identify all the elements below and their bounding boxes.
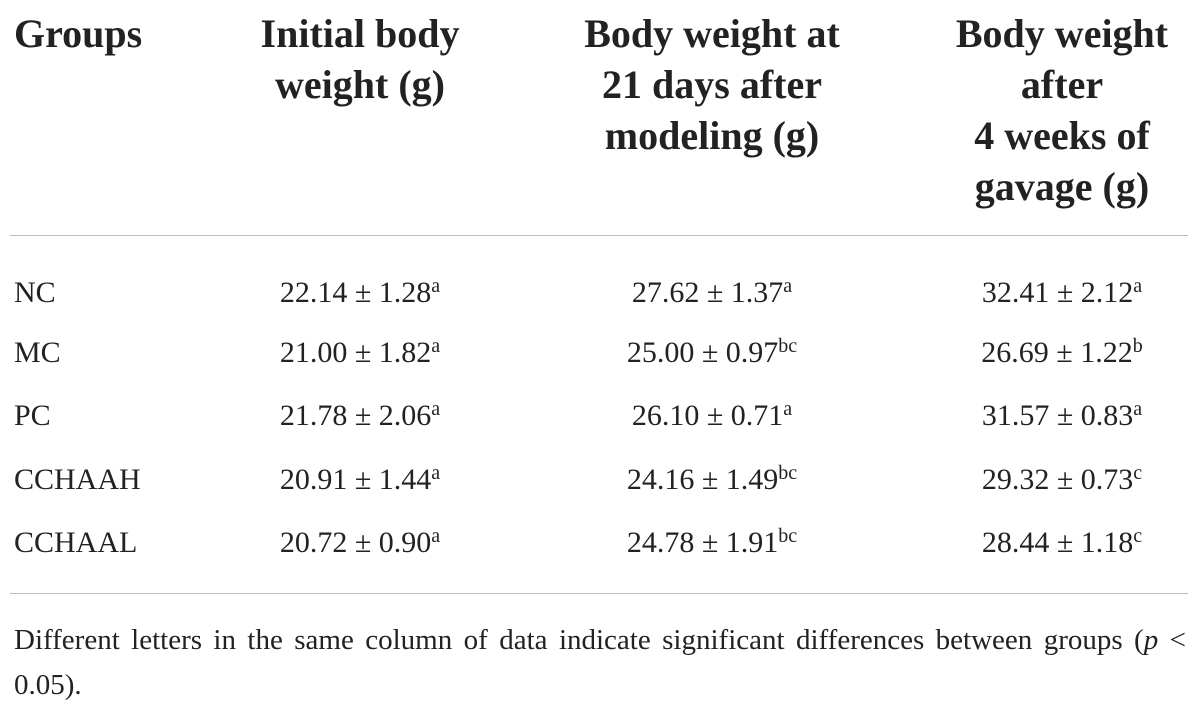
bottom-rule [10,593,1188,594]
data-cell: 22.14 ± 1.28a [280,276,440,310]
cell-value: 24.16 ± 1.49 [626,463,779,496]
data-cell: 21.78 ± 2.06a [280,399,440,433]
cell-value: 28.44 ± 1.18 [981,526,1134,559]
data-cell: 26.10 ± 0.71a [632,399,792,433]
header-line: 4 weeks of [974,113,1150,158]
cell-value: 26.69 ± 1.22 [981,336,1133,369]
cell-value: 31.57 ± 0.83 [981,399,1134,432]
significance-letter: a [431,335,441,357]
cell-value: 21.00 ± 1.82 [279,336,432,369]
data-cell: 31.57 ± 0.83a [982,399,1142,433]
data-cell: 20.72 ± 0.90a [280,526,440,560]
cell-value: 29.32 ± 0.73 [981,463,1134,496]
significance-letter: c [1133,525,1143,547]
cell-value: 20.72 ± 0.90 [279,526,432,559]
header-line: after [1020,62,1104,107]
note-italic: p [1143,624,1159,656]
header-line: Body weight [955,11,1169,56]
group-label: MC [14,336,61,369]
group-label: CCHAAH [14,463,141,496]
data-cell: 20.91 ± 1.44a [280,463,440,497]
significance-letter: bc [778,335,798,357]
group-label: NC [14,276,56,309]
significance-letter: c [1133,462,1143,484]
header-rule [10,235,1188,236]
significance-letter: a [431,462,441,484]
cell-value: 32.41 ± 2.12 [981,276,1134,309]
cell-value: 26.10 ± 0.71 [631,399,784,432]
significance-letter: bc [778,462,798,484]
header-cell: Initial body weight (g) [160,8,560,110]
cell-value: 21.78 ± 2.06 [279,399,432,432]
data-cell: 25.00 ± 0.97bc [627,336,797,370]
significance-letter: a [431,525,441,547]
header-cell: Groups [14,8,142,59]
data-cell: 21.00 ± 1.82a [280,336,440,370]
significance-letter: b [1132,335,1143,357]
significance-letter: a [431,275,441,297]
header-line: modeling (g) [604,113,820,158]
data-cell: 26.69 ± 1.22b [981,336,1142,370]
data-cell: 27.62 ± 1.37a [632,276,792,310]
significance-letter: a [783,275,793,297]
group-label: PC [14,399,51,432]
significance-letter: a [1133,275,1143,297]
cell-value: 22.14 ± 1.28 [279,276,432,309]
group-label: CCHAAL [14,526,138,559]
footnote: Different letters in the same column of … [14,618,1186,708]
header-cell: Body weight at 21 days after modeling (g) [512,8,912,161]
significance-letter: bc [778,525,798,547]
significance-letter: a [431,398,441,420]
cell-value: 25.00 ± 0.97 [626,336,779,369]
note-text: Different letters in the same column of … [14,624,1144,656]
header-line: gavage (g) [974,164,1150,209]
data-cell: 29.32 ± 0.73c [982,463,1142,497]
header-line: 21 days after [602,62,822,107]
note-text: < 0.05). [14,624,1186,701]
header-line: Body weight at [584,11,840,56]
header-cell: Body weight after 4 weeks of gavage (g) [862,8,1200,212]
cell-value: 24.78 ± 1.91 [626,526,779,559]
significance-letter: a [1133,398,1143,420]
cell-value: 20.91 ± 1.44 [279,463,432,496]
header-line: Groups [14,11,143,56]
header-line: Initial body [260,11,460,56]
data-cell: 28.44 ± 1.18c [982,526,1142,560]
significance-letter: a [783,398,793,420]
cell-value: 27.62 ± 1.37 [631,276,784,309]
data-cell: 24.78 ± 1.91bc [627,526,797,560]
data-cell: 24.16 ± 1.49bc [627,463,797,497]
data-cell: 32.41 ± 2.12a [982,276,1142,310]
header-line: weight (g) [275,62,445,107]
